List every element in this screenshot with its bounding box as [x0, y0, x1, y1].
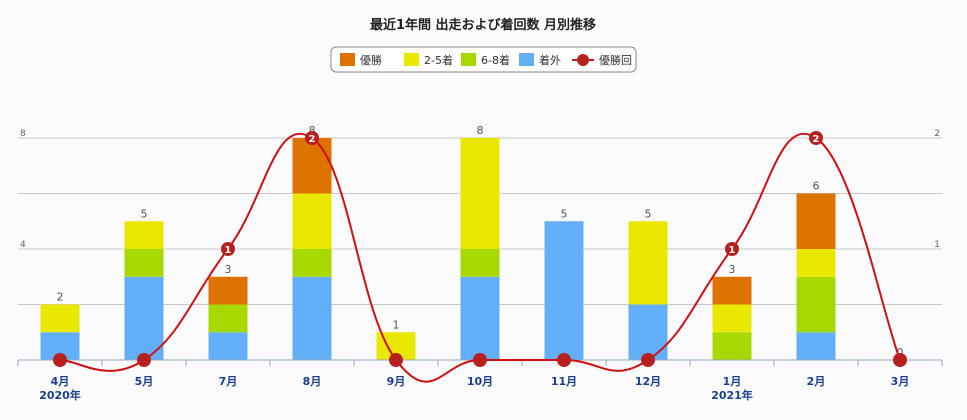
y-right-tick-label: 2 [934, 129, 940, 139]
legend-swatch-3 [519, 53, 534, 66]
bar-total-label: 1 [393, 318, 400, 331]
x-category-label: 12月 [635, 375, 661, 388]
x-category-label: 9月 [387, 375, 406, 388]
bar-total-label: 5 [141, 207, 148, 220]
x-category-label: 2月 [807, 375, 826, 388]
x-category-label: 5月 [135, 375, 154, 388]
win-count-marker [137, 353, 151, 367]
win-count-marker [557, 353, 571, 367]
bar-segment [124, 249, 164, 277]
bar-segment [208, 304, 248, 333]
legend-label-4: 優勝回 [599, 53, 632, 67]
bar-segment [796, 276, 836, 333]
bar-total-label: 8 [309, 124, 316, 137]
y-left-tick-label: 8 [20, 129, 26, 139]
bar-total-label: 5 [645, 207, 652, 220]
win-count-marker [389, 353, 403, 367]
bar-segment [124, 221, 164, 249]
bar-segment [712, 276, 752, 305]
win-count-marker [641, 353, 655, 367]
bar-segment [40, 304, 80, 333]
x-year-label: 2020年 [39, 388, 81, 402]
legend-label-0: 優勝 [360, 53, 382, 67]
win-count-marker [305, 131, 319, 145]
bar-total-label: 2 [57, 291, 64, 304]
win-count-marker [809, 131, 823, 145]
bar-segment [208, 276, 248, 305]
legend-swatch-2 [461, 53, 476, 66]
bar-segment [796, 249, 836, 277]
bar-total-label: 8 [477, 124, 484, 137]
win-count-marker-label: 2 [813, 134, 820, 145]
bar-segment [460, 249, 500, 277]
win-count-marker [893, 353, 907, 367]
bar-total-label: 5 [561, 207, 568, 220]
legend-marker-swatch [577, 54, 589, 66]
y-left-tick-label: 4 [20, 240, 26, 250]
win-count-marker [221, 242, 235, 256]
bar-segment [460, 138, 500, 249]
bar-segment [796, 193, 836, 249]
x-category-label: 1月 [723, 375, 742, 388]
y-right-tick-label: 1 [934, 240, 940, 250]
bar-segment [628, 221, 668, 305]
x-category-label: 11月 [551, 375, 577, 388]
bar-segment [208, 332, 248, 360]
bar-segment [628, 304, 668, 360]
bar-total-label: 0 [897, 346, 904, 359]
data-labels: 2 5 3 8 1 8 5 5 3 6 0 [57, 124, 904, 359]
bar-segment [292, 138, 332, 194]
bars [40, 138, 836, 360]
chart-title: 最近1年間 出走および着回数 月別推移 [370, 17, 596, 33]
win-count-marker-label: 2 [309, 134, 316, 145]
x-category-label: 8月 [303, 375, 322, 388]
bar-segment [292, 249, 332, 277]
legend-label-3: 着外 [539, 53, 561, 67]
win-count-marker [725, 242, 739, 256]
x-year-label: 2021年 [711, 388, 753, 402]
win-count-marker-label: 1 [729, 245, 736, 256]
x-category-label: 4月 [51, 375, 70, 388]
legend-label-1: 2-5着 [424, 53, 453, 67]
bar-segment [544, 221, 584, 360]
legend-swatch-1 [404, 53, 419, 66]
legend-label-2: 6-8着 [481, 53, 510, 67]
win-count-marker [53, 353, 67, 367]
bar-segment [796, 332, 836, 360]
bar-total-label: 3 [225, 263, 232, 276]
bar-segment [124, 276, 164, 360]
bar-segment [712, 304, 752, 333]
win-count-line: 1 2 1 2 [53, 131, 907, 383]
x-category-label: 7月 [219, 375, 238, 388]
x-category-label: 3月 [891, 375, 910, 388]
bar-total-label: 3 [729, 263, 736, 276]
win-count-marker-label: 1 [225, 245, 232, 256]
bar-segment [460, 276, 500, 360]
win-count-marker [473, 353, 487, 367]
bar-segment [712, 332, 752, 360]
x-category-label: 10月 [467, 375, 493, 388]
bar-total-label: 6 [813, 180, 820, 193]
bar-segment [292, 276, 332, 360]
bar-segment [292, 193, 332, 249]
legend-swatch-0 [340, 53, 355, 66]
legend: 優勝 2-5着 6-8着 着外 優勝回 [340, 53, 632, 67]
